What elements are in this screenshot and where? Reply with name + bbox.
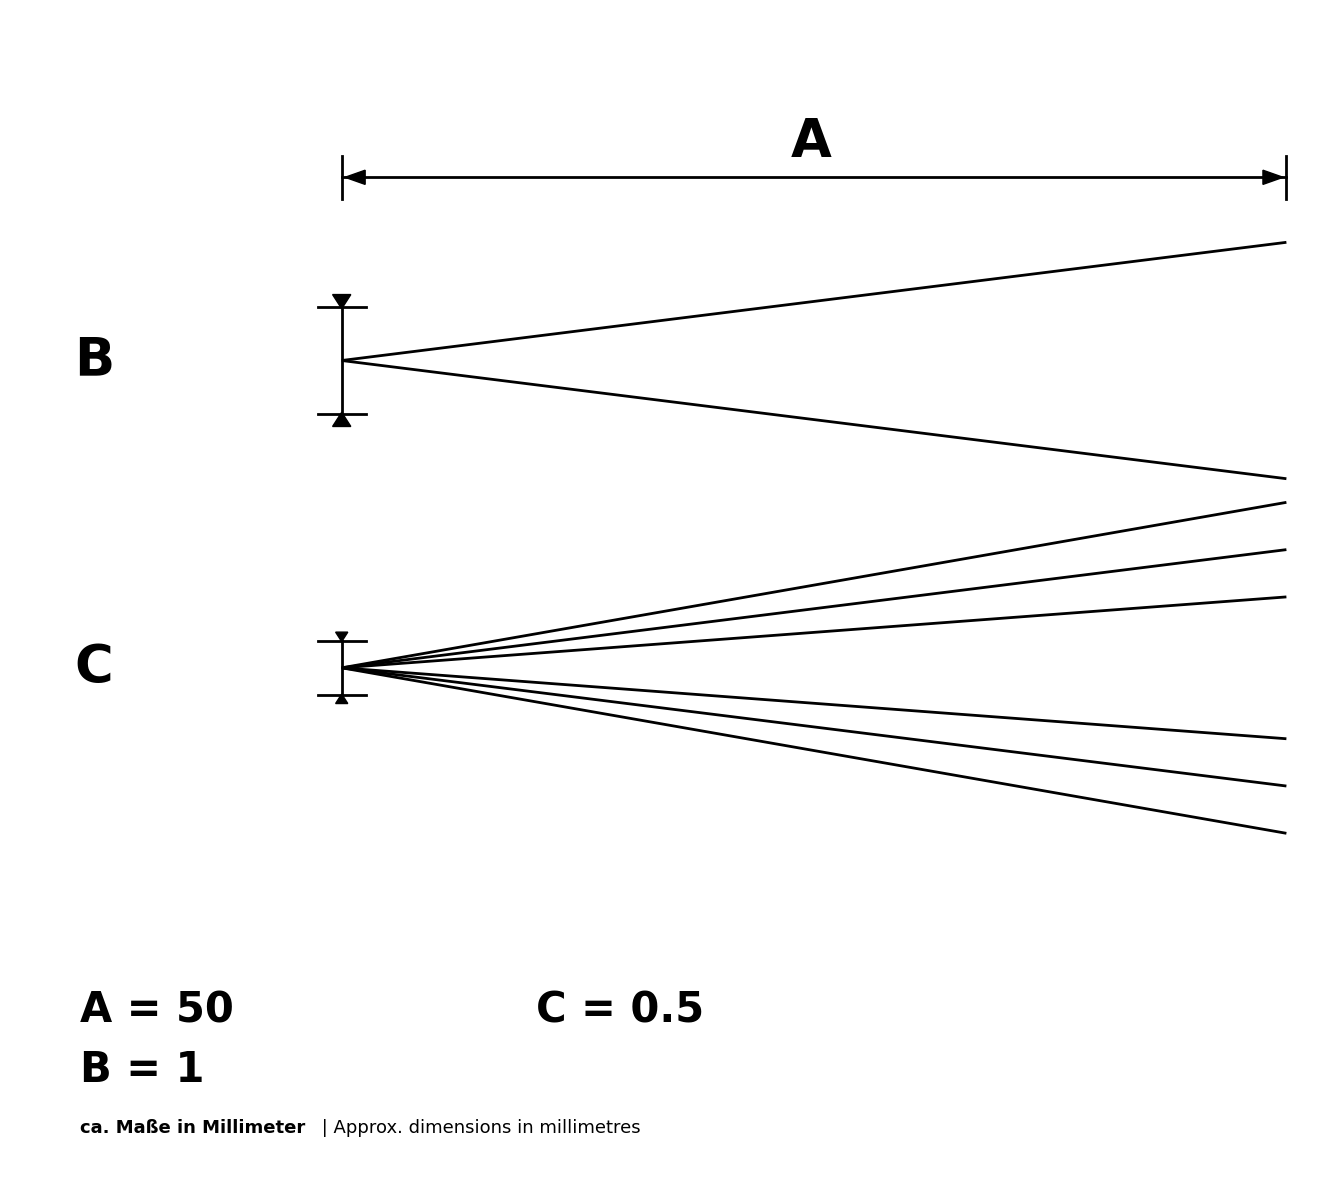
Text: | Approx. dimensions in millimetres: | Approx. dimensions in millimetres bbox=[316, 1119, 641, 1137]
Polygon shape bbox=[1262, 170, 1284, 184]
Polygon shape bbox=[332, 413, 351, 427]
Text: ca. Maße in Millimeter: ca. Maße in Millimeter bbox=[80, 1119, 306, 1137]
Text: C: C bbox=[75, 642, 113, 694]
Text: A = 50: A = 50 bbox=[80, 989, 234, 1032]
Polygon shape bbox=[335, 694, 348, 703]
Text: B: B bbox=[74, 335, 114, 387]
Polygon shape bbox=[335, 632, 348, 642]
Polygon shape bbox=[332, 294, 351, 309]
Text: B = 1: B = 1 bbox=[80, 1048, 205, 1091]
Text: A: A bbox=[791, 116, 831, 168]
Polygon shape bbox=[346, 170, 364, 184]
Text: C = 0.5: C = 0.5 bbox=[536, 989, 704, 1032]
